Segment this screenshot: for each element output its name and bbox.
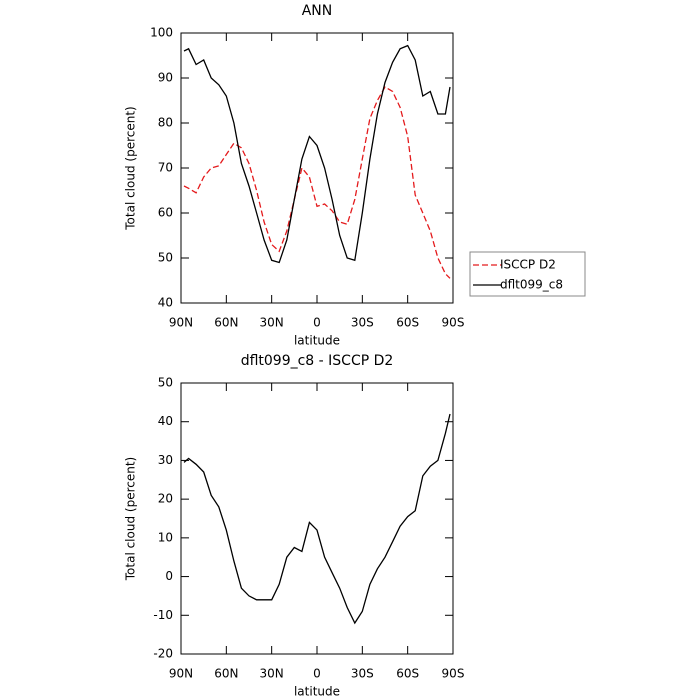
x-tick-label: 60N [214,316,238,330]
legend-box [469,251,586,297]
x-tick-label: 90S [442,667,465,681]
chart-title: dflt099_c8 - ISCCP D2 [241,353,394,369]
x-tick-label: 30N [260,667,284,681]
y-tick-label: 70 [158,161,173,175]
x-axis-label: latitude [294,334,340,348]
x-tick-label: 30S [351,667,374,681]
y-tick-label: 30 [158,453,173,467]
x-tick-label: 60S [396,667,419,681]
y-tick-label: -10 [153,608,173,622]
x-tick-label: 30N [260,316,284,330]
x-tick-label: 30S [351,316,374,330]
y-tick-label: 60 [158,206,173,220]
data-line [183,44,451,264]
y-tick-label: 80 [158,116,173,130]
plot-frame [180,382,454,655]
y-axis-label: Total cloud (percent) [124,106,138,230]
y-tick-label: 40 [158,414,173,428]
x-tick-label: 60N [214,667,238,681]
y-tick-label: 90 [158,71,173,85]
y-tick-label: 100 [150,26,173,40]
x-tick-label: 90N [169,667,193,681]
y-tick-label: 0 [165,569,173,583]
x-tick-label: 90N [169,316,193,330]
data-line [183,86,451,279]
x-tick-label: 0 [313,667,321,681]
y-tick-label: -20 [153,647,173,661]
legend-label: ISCCP D2 [500,258,556,272]
x-tick-label: 60S [396,316,419,330]
y-tick-label: 20 [158,492,173,506]
y-tick-label: 50 [158,376,173,390]
chart-title: ANN [302,3,333,19]
x-axis-label: latitude [294,685,340,699]
y-axis-label: Total cloud (percent) [124,457,138,581]
legend-label: dflt099_c8 [500,278,563,292]
y-tick-label: 10 [158,530,173,544]
y-tick-label: 50 [158,251,173,265]
data-line [183,413,451,625]
x-tick-label: 90S [442,316,465,330]
y-tick-label: 40 [158,296,173,310]
x-tick-label: 0 [313,316,321,330]
